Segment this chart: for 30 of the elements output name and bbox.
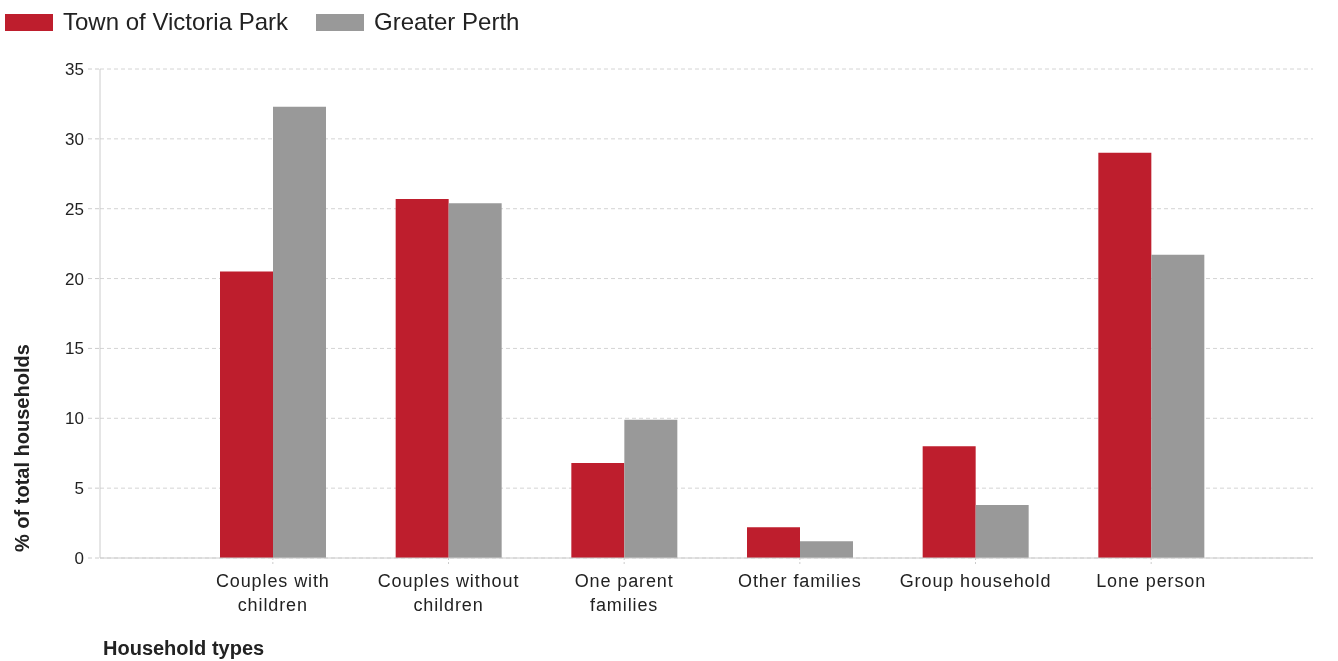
x-tick-label: Other families xyxy=(738,571,862,592)
bar xyxy=(1151,254,1205,558)
bar xyxy=(448,203,502,558)
y-tick-label: 5 xyxy=(74,479,84,499)
y-axis-title: % of total households xyxy=(11,344,33,552)
legend-label: Town of Victoria Park xyxy=(63,8,288,36)
x-tick-label: Lone person xyxy=(1096,571,1207,592)
bar xyxy=(220,271,273,558)
y-tick-label: 10 xyxy=(65,409,84,429)
y-tick-label: 25 xyxy=(65,199,84,219)
y-tick-label: 0 xyxy=(74,549,84,569)
x-tick-label: Group household xyxy=(899,571,1052,592)
bar xyxy=(571,462,625,558)
y-tick-label: 20 xyxy=(65,269,84,289)
x-tick-label: One parent families xyxy=(574,571,674,615)
y-tick-label: 35 xyxy=(65,60,84,80)
x-axis-title: Household types xyxy=(103,637,265,659)
bar xyxy=(273,106,326,558)
x-tick-label: Couples with children xyxy=(215,571,330,615)
bar xyxy=(747,527,800,558)
y-tick-label: 30 xyxy=(65,129,84,149)
bar xyxy=(624,419,678,558)
bar xyxy=(800,541,853,558)
x-tick-label: Couples without children xyxy=(377,571,520,615)
bar xyxy=(922,446,976,558)
y-tick-label: 15 xyxy=(65,339,84,359)
bar xyxy=(975,504,1029,558)
bar xyxy=(395,198,449,558)
legend-label: Greater Perth xyxy=(374,8,520,36)
bar xyxy=(1098,152,1152,558)
